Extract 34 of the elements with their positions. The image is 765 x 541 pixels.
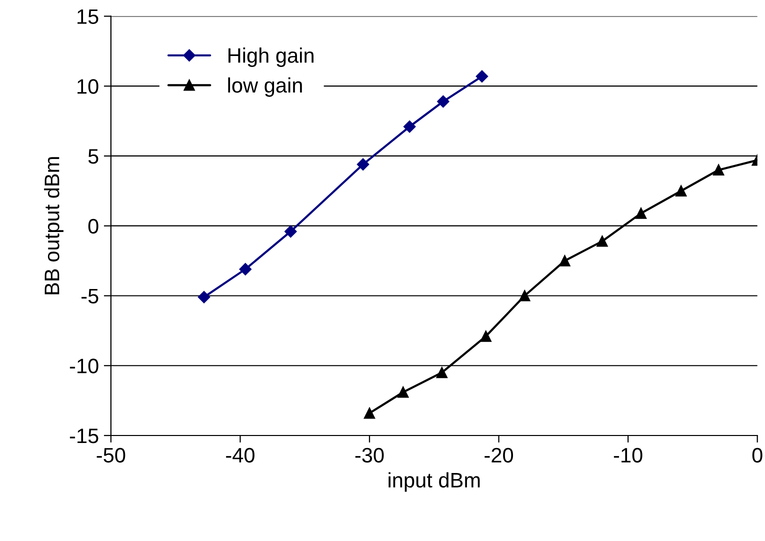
y-tick-label: 10: [78, 79, 98, 94]
point: [239, 263, 252, 276]
y-tick-label: -5: [82, 288, 98, 304]
x-tick-label: -10: [614, 448, 642, 463]
x-tick-label: -40: [226, 448, 254, 463]
point: [398, 386, 409, 398]
point: [519, 290, 530, 302]
point: [676, 185, 687, 196]
y-tick-label: -15: [70, 428, 98, 444]
point: [476, 70, 488, 82]
y-axis-title: BB output dBm: [44, 157, 64, 294]
point: [436, 367, 448, 378]
x-tick-label: 0: [752, 448, 762, 463]
y-tick-label: -10: [70, 358, 98, 374]
x-tick-label: -20: [484, 448, 514, 463]
point: [437, 95, 450, 108]
point: [364, 408, 376, 419]
y-tick-label: 0: [88, 218, 98, 234]
point: [713, 164, 724, 176]
legend-label: low gain: [228, 77, 302, 97]
y-tick-label: 15: [78, 9, 98, 24]
legend-label: High gain: [228, 48, 314, 67]
point: [635, 208, 647, 219]
point: [198, 291, 210, 304]
point: [356, 158, 370, 170]
point: [559, 255, 570, 266]
x-axis-title: input dBm: [388, 472, 480, 492]
point: [596, 236, 608, 247]
x-tick-label: -50: [96, 448, 126, 463]
point: [480, 330, 492, 342]
point: [403, 120, 416, 133]
point: [284, 225, 297, 238]
x-tick-label: -30: [355, 448, 384, 463]
y-tick-label: 5: [88, 149, 98, 164]
